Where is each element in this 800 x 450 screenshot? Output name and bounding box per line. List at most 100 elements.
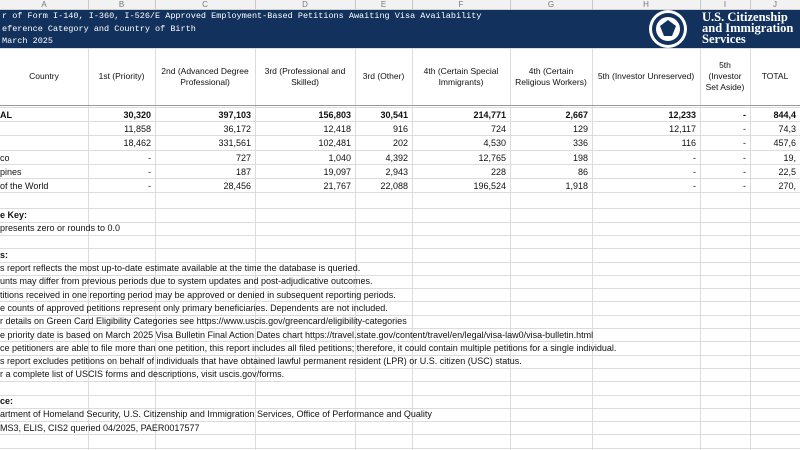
row-border: [0, 234, 800, 236]
row-border: [0, 163, 800, 165]
column-border: [700, 0, 701, 10]
note-text: presents zero or rounds to 0.0: [0, 223, 121, 234]
cell-value: 11,858: [124, 124, 151, 135]
column-heading: 5th (Investor Set Aside): [705, 60, 745, 92]
cell-value: 724: [490, 124, 506, 135]
note-text: titions received in one reporting period…: [0, 289, 396, 300]
cell-value: 102,481: [318, 138, 351, 149]
cell-value: -: [743, 166, 746, 177]
cell-value: 22,088: [380, 181, 408, 191]
column-letter: J: [773, 0, 777, 9]
section-heading: s:: [0, 249, 9, 260]
section-heading: e Key:: [0, 209, 28, 220]
cell-value: 844,4: [773, 110, 796, 120]
cell-value: 187: [235, 166, 251, 177]
cell-value: 129: [572, 124, 588, 135]
note-text: artment of Homeland Security, U.S. Citiz…: [0, 409, 432, 420]
cell-value: 331,561: [218, 138, 251, 149]
cell-value: 228: [490, 166, 506, 177]
report-title: r of Form I-140, I-360, I-526/E Approved…: [2, 11, 482, 21]
row-border: [0, 248, 800, 250]
note-text: e counts of approved petitions represent…: [0, 302, 388, 313]
row-border: [0, 301, 800, 303]
cell-value: 2,943: [385, 166, 408, 177]
column-heading: Country: [29, 71, 59, 81]
row-border: [0, 135, 800, 137]
cell-value: 2,667: [565, 110, 588, 120]
column-border: [750, 0, 751, 10]
cell-value: -: [693, 166, 696, 177]
row-border: [0, 261, 800, 263]
note-text: e priority date is based on March 2025 V…: [0, 329, 594, 340]
cell-value: 22,5: [778, 166, 796, 177]
note-text: r a complete list of USCIS forms and des…: [0, 369, 285, 380]
column-letter: D: [302, 0, 308, 9]
cell-value: 156,803: [318, 110, 351, 120]
column-heading: 4th (Certain Religious Workers): [515, 65, 587, 87]
cell-value: 86: [577, 166, 588, 177]
cell-value: 12,117: [669, 124, 696, 135]
column-header-bar: [0, 0, 800, 10]
row-border: [0, 381, 800, 383]
column-letter: G: [547, 0, 555, 9]
agency-name: and Immigration: [702, 21, 794, 35]
country: of the World: [0, 181, 49, 191]
column-border: [155, 0, 156, 10]
row-border: [0, 149, 800, 151]
row-border: [0, 447, 800, 449]
note-text: unts may differ from previous periods du…: [0, 276, 373, 287]
cell-value: 270,: [778, 181, 796, 191]
column-heading: 1st (Priority): [98, 71, 145, 81]
cell-value: 4,392: [385, 152, 408, 163]
cell-value: 202: [392, 138, 408, 149]
agency-name: Services: [702, 32, 746, 46]
country: pines: [0, 166, 22, 177]
cell-value: 1,040: [328, 152, 351, 163]
cell-value: -: [693, 181, 696, 191]
note-text: ce petitioners are able to file more tha…: [0, 342, 617, 353]
row-border: [0, 192, 800, 194]
column-border: [510, 0, 511, 10]
cell-value: -: [148, 181, 151, 191]
cell-value: 198: [572, 152, 588, 163]
seal-eagle: [660, 20, 676, 36]
row-border: [0, 121, 800, 123]
cell-value: 336: [572, 138, 588, 149]
cell-value: 74,3: [778, 124, 796, 135]
row-border: [0, 48, 800, 49]
agency-name: U.S. Citizenship: [702, 10, 788, 24]
dhs-seal: [649, 10, 687, 48]
cell-value: -: [743, 110, 746, 120]
note-text: s report reflects the most up-to-date es…: [0, 263, 361, 273]
cell-value: 214,771: [473, 110, 506, 120]
column-letter: F: [458, 0, 464, 9]
cell-value: 196,524: [473, 181, 506, 191]
report-title: eference Category and Country of Birth: [2, 23, 196, 34]
column-border: [355, 0, 356, 10]
cell-value: 4,530: [483, 138, 506, 149]
column-border: [412, 0, 413, 10]
row-border: [0, 341, 800, 343]
column-letter: I: [723, 0, 727, 9]
column-letter: A: [41, 0, 47, 9]
cell-value: -: [743, 152, 746, 163]
column-letter: E: [380, 0, 387, 9]
cell-value: 116: [681, 138, 696, 149]
cell-value: 1,918: [565, 181, 588, 191]
cell-value: 12,765: [478, 152, 506, 163]
cell-value: 30,541: [380, 110, 408, 120]
cell-value: 19,: [783, 152, 796, 163]
column-border: [592, 0, 593, 10]
row-border: [0, 434, 800, 436]
cell-value: 19,097: [323, 166, 351, 177]
row-border: [0, 107, 800, 108]
country: co: [0, 152, 10, 163]
row-border: [0, 328, 800, 329]
column-letter: B: [118, 0, 125, 9]
cell-value: -: [743, 138, 746, 149]
cell-value: -: [743, 181, 746, 191]
note-text: MS3, ELIS, CIS2 queried 04/2025, PAER001…: [0, 422, 200, 433]
cell-value: 21,767: [323, 181, 351, 191]
row-border: [0, 208, 800, 210]
row-border: [0, 407, 800, 409]
